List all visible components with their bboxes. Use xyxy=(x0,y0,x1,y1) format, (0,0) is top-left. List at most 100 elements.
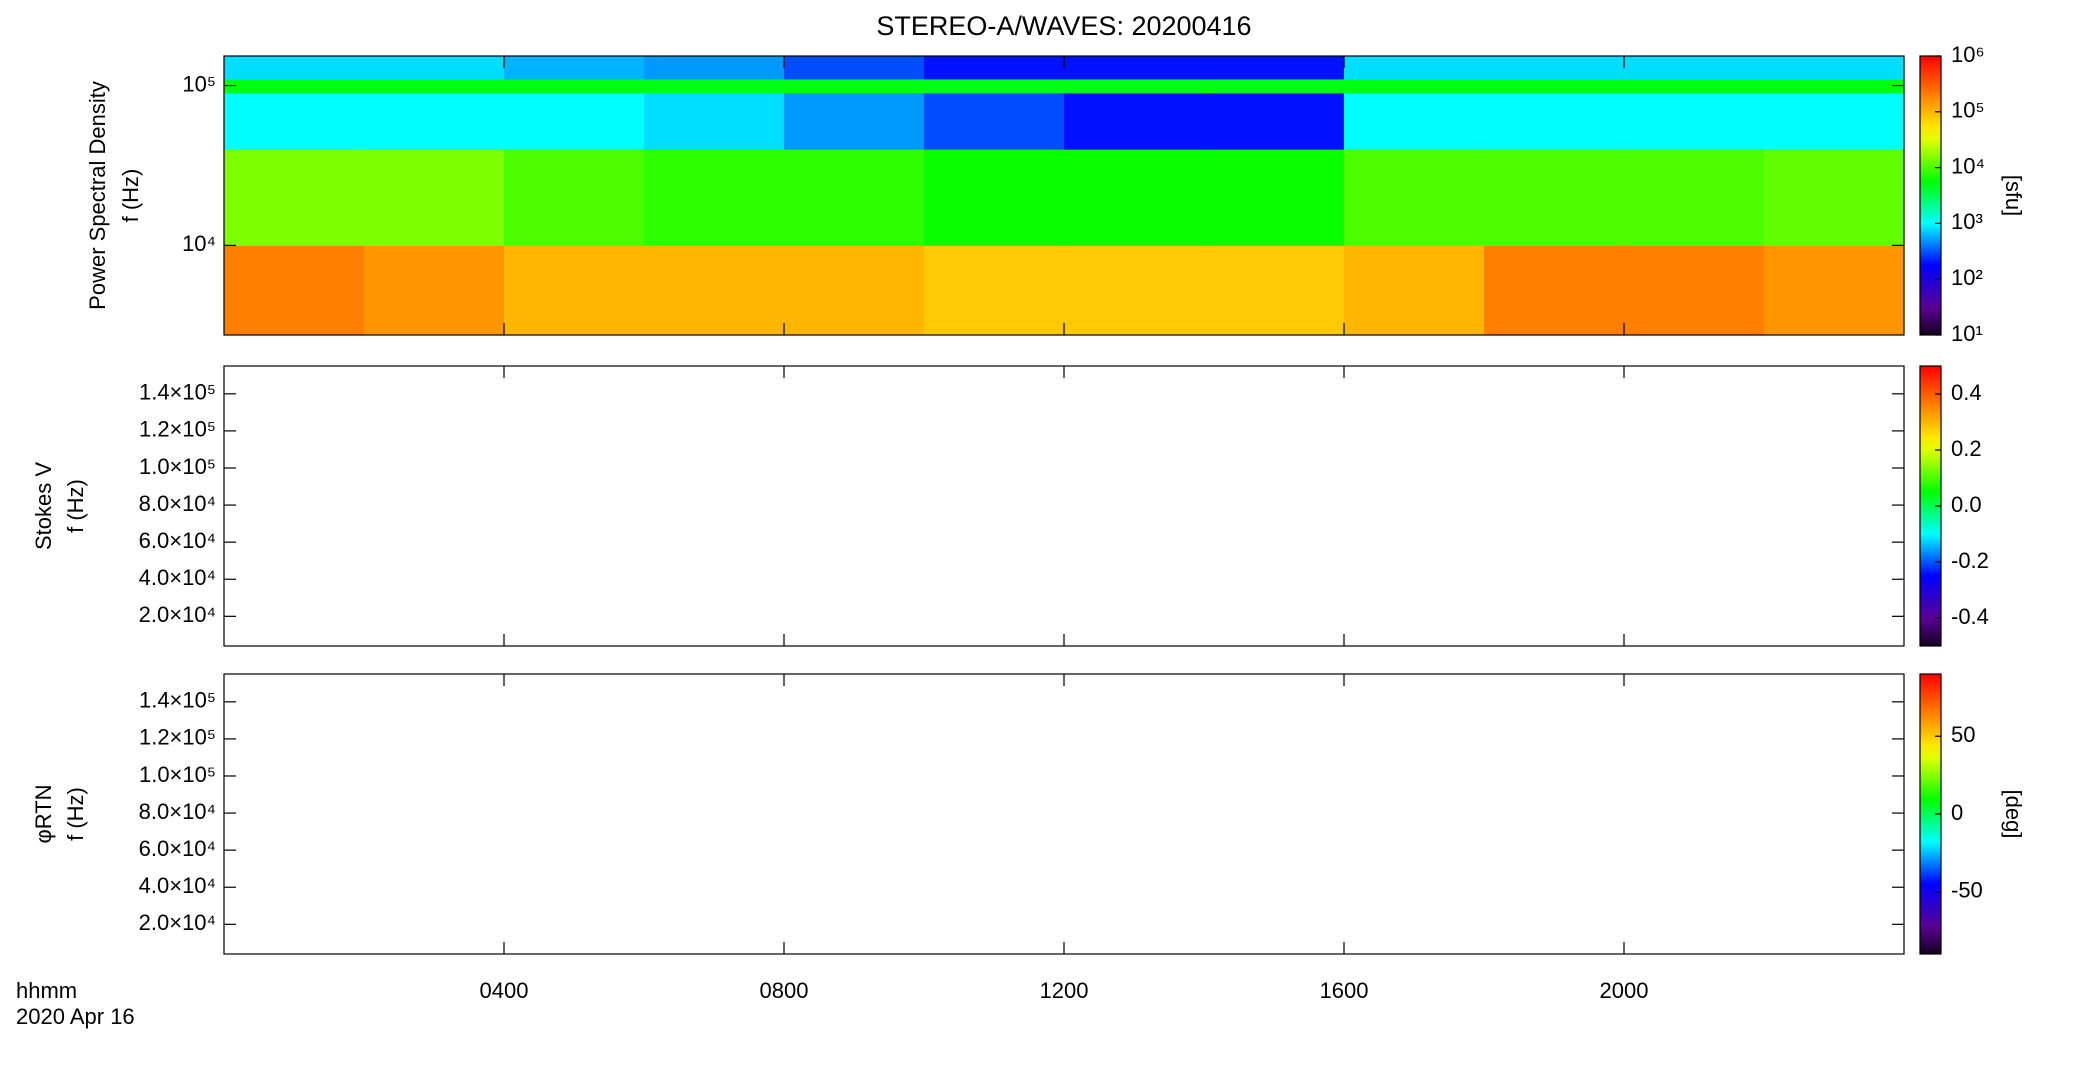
y-tick-label: 6.0×10⁴ xyxy=(139,528,216,553)
colorbar-label: [sfu] xyxy=(2001,175,2026,217)
y-axis-label: φRTN xyxy=(31,784,56,843)
heatmap-cell xyxy=(1344,78,1485,94)
heatmap-cell xyxy=(504,78,645,94)
x-tick-label: 2000 xyxy=(1600,978,1649,1003)
heatmap-cell xyxy=(1624,149,1765,246)
heatmap-cell xyxy=(784,78,925,94)
y-tick-label: 10⁴ xyxy=(182,231,216,256)
x-tick-label: 1600 xyxy=(1320,978,1369,1003)
x-axis-label: hhmm xyxy=(16,978,77,1003)
y-tick-label: 1.4×10⁵ xyxy=(139,380,216,405)
heatmap-cell xyxy=(1064,149,1205,246)
heatmap-cell xyxy=(1344,56,1485,80)
heatmap-cell xyxy=(504,56,645,80)
heatmap-cell xyxy=(1344,245,1485,336)
heatmap-cell xyxy=(784,245,925,336)
heatmap-cell xyxy=(1204,92,1345,150)
colorbar-tick-label: 10³ xyxy=(1951,209,1983,234)
heatmap-cell xyxy=(1204,78,1345,94)
heatmap-cell xyxy=(1484,149,1625,246)
y-tick-label: 4.0×10⁴ xyxy=(139,873,216,898)
heatmap-cell xyxy=(784,92,925,150)
heatmap-cell xyxy=(1624,78,1765,94)
colorbar-label: [deg] xyxy=(2001,790,2026,839)
heatmap-cell xyxy=(1624,92,1765,150)
heatmap-cell xyxy=(924,56,1065,80)
heatmap-cell xyxy=(224,78,365,94)
heatmap-cell xyxy=(784,56,925,80)
heatmap-cell xyxy=(1344,92,1485,150)
colorbar-tick-label: 10⁵ xyxy=(1951,98,1985,123)
x-axis-label: 2020 Apr 16 xyxy=(16,1004,135,1029)
heatmap-cell xyxy=(1204,245,1345,336)
heatmap-cell xyxy=(364,149,505,246)
heatmap-cell xyxy=(1344,149,1485,246)
y-tick-label: 8.0×10⁴ xyxy=(139,491,216,516)
y-axis-label: f (Hz) xyxy=(118,169,143,223)
heatmap-cell xyxy=(1624,56,1765,80)
y-tick-label: 2.0×10⁴ xyxy=(139,910,216,935)
chart-title: STEREO-A/WAVES: 20200416 xyxy=(876,11,1251,41)
x-tick-label: 0400 xyxy=(480,978,529,1003)
heatmap-cell xyxy=(924,245,1065,336)
heatmap-cell xyxy=(924,78,1065,94)
heatmap-cell xyxy=(224,245,365,336)
heatmap-cell xyxy=(924,149,1065,246)
heatmap-cell xyxy=(644,92,785,150)
y-tick-label: 1.2×10⁵ xyxy=(139,417,216,442)
heatmap-cell xyxy=(1764,92,1905,150)
heatmap-cell xyxy=(644,56,785,80)
y-tick-label: 6.0×10⁴ xyxy=(139,836,216,861)
heatmap-cell xyxy=(224,92,365,150)
x-tick-label: 0800 xyxy=(760,978,809,1003)
heatmap-cell xyxy=(224,56,365,80)
heatmap-cell xyxy=(364,78,505,94)
heatmap-cell xyxy=(1064,92,1205,150)
colorbar-tick-label: 10² xyxy=(1951,265,1983,290)
heatmap-cell xyxy=(504,245,645,336)
colorbar-tick-label: -0.2 xyxy=(1951,548,1989,573)
heatmap-cell xyxy=(784,149,925,246)
heatmap-cell xyxy=(644,245,785,336)
colorbar-tick-label: 0.4 xyxy=(1951,380,1982,405)
colorbar-tick-label: 50 xyxy=(1951,722,1975,747)
colorbar-tick-label: 10¹ xyxy=(1951,321,1983,346)
y-tick-label: 2.0×10⁴ xyxy=(139,602,216,627)
y-tick-label: 4.0×10⁴ xyxy=(139,565,216,590)
heatmap-cell xyxy=(924,92,1065,150)
y-tick-label: 1.0×10⁵ xyxy=(139,762,216,787)
colorbar-tick-label: 0.0 xyxy=(1951,492,1982,517)
y-axis-label: f (Hz) xyxy=(63,787,88,841)
colorbar-tick-label: 10⁴ xyxy=(1951,153,1985,178)
colorbar-tick-label: 0 xyxy=(1951,800,1963,825)
y-axis-label: Power Spectral Density xyxy=(85,81,110,310)
heatmap-cell xyxy=(644,149,785,246)
y-tick-label: 1.4×10⁵ xyxy=(139,688,216,713)
heatmap-cell xyxy=(1484,245,1625,336)
heatmap-cell xyxy=(1204,149,1345,246)
colorbar-tick-label: -0.4 xyxy=(1951,604,1989,629)
heatmap-cell xyxy=(504,149,645,246)
heatmap-cell xyxy=(1204,56,1345,80)
heatmap-cell xyxy=(364,92,505,150)
y-tick-label: 1.2×10⁵ xyxy=(139,725,216,750)
x-tick-label: 1200 xyxy=(1040,978,1089,1003)
plot-frame xyxy=(223,673,1905,955)
heatmap-cell xyxy=(1764,149,1905,246)
heatmap-cell xyxy=(224,149,365,246)
y-tick-label: 1.0×10⁵ xyxy=(139,454,216,479)
heatmap-cell xyxy=(364,245,505,336)
colorbar-tick-label: -50 xyxy=(1951,878,1983,903)
heatmap-cell xyxy=(364,56,505,80)
heatmap-cell xyxy=(1764,56,1905,80)
heatmap-cell xyxy=(504,92,645,150)
plot-frame xyxy=(223,365,1905,647)
heatmap-cell xyxy=(1064,245,1205,336)
y-axis-label: Stokes V xyxy=(31,462,56,550)
colorbar-tick-label: 0.2 xyxy=(1951,436,1982,461)
heatmap-cell xyxy=(644,78,785,94)
y-axis-label: f (Hz) xyxy=(63,479,88,533)
colorbar-tick-label: 10⁶ xyxy=(1951,42,1985,67)
heatmap-cell xyxy=(1064,78,1205,94)
